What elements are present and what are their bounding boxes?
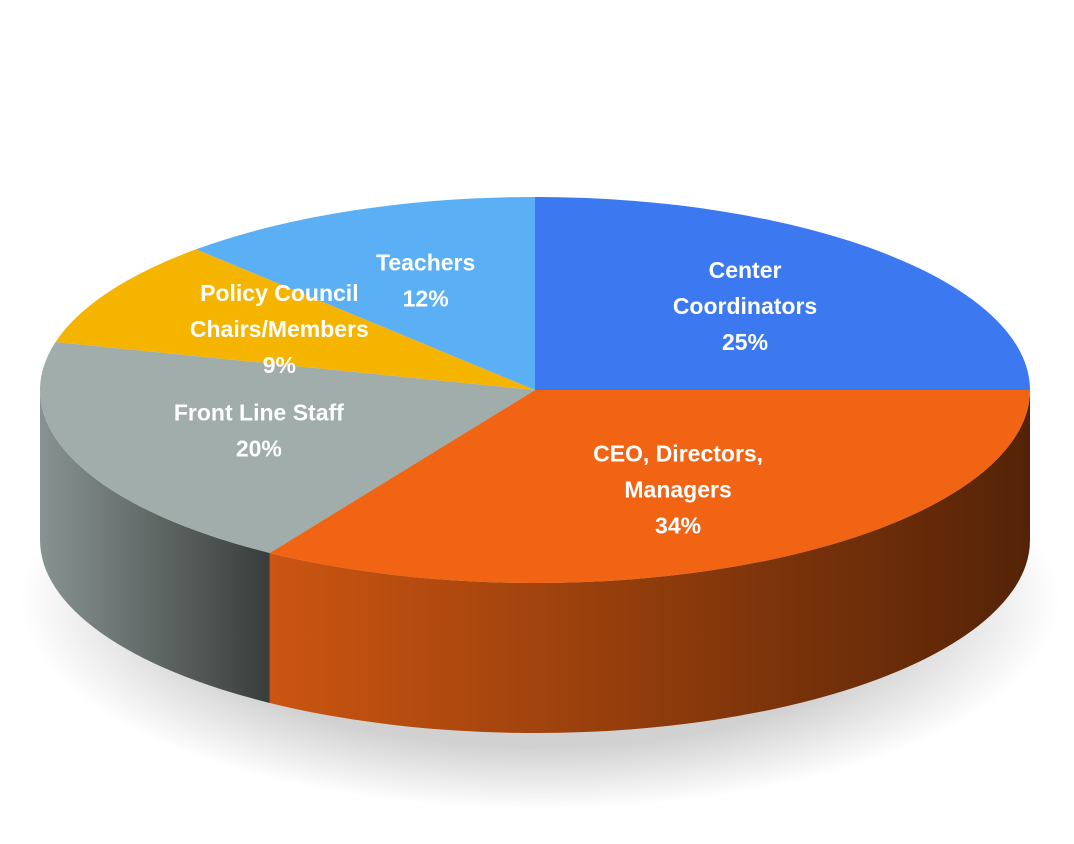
value-label: 12% <box>403 285 449 311</box>
slice <box>535 197 1030 390</box>
slice-side <box>40 390 270 703</box>
pie-labels: Center Coordinators 25% CEO, Directors, Mana… <box>174 249 817 538</box>
category-label: Front Line Staff <box>174 400 344 426</box>
slice <box>55 249 536 390</box>
pie-sides <box>40 390 1030 733</box>
value-label: 9% <box>263 352 296 378</box>
category-label: Teachers <box>376 249 475 275</box>
slice-side <box>269 390 1030 733</box>
value-label: 34% <box>655 513 701 539</box>
value-label: 20% <box>236 436 282 462</box>
slice <box>196 197 536 390</box>
value-label: 25% <box>722 329 768 355</box>
category-label: CEO, Directors, Managers <box>593 441 763 503</box>
category-label: Center Coordinators <box>673 257 817 319</box>
category-label: Policy Council Chairs/Members <box>190 280 369 342</box>
slice <box>269 390 1030 583</box>
slice <box>40 342 535 553</box>
pie-tops <box>40 197 1030 583</box>
